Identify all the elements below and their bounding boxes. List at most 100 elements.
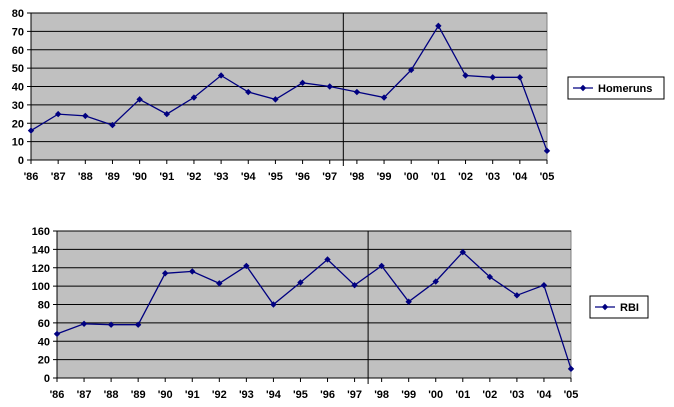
data-point-homeruns xyxy=(109,121,116,129)
legend-box xyxy=(567,76,665,100)
data-point-rbi xyxy=(297,279,304,286)
x-tick-label: '99 xyxy=(401,389,416,401)
y-tick-label: 80 xyxy=(38,300,50,312)
data-point-homeruns xyxy=(27,127,35,134)
x-tick-label: '86 xyxy=(24,171,39,183)
data-point-rbi xyxy=(216,280,223,287)
x-tick-label: '01 xyxy=(431,171,446,183)
data-point-homeruns xyxy=(136,96,143,103)
y-tick-label: 40 xyxy=(38,336,50,348)
x-tick-label: '89 xyxy=(131,389,146,401)
legend-marker xyxy=(579,84,587,92)
data-point-rbi xyxy=(378,262,385,270)
legend-label: Homeruns xyxy=(598,83,652,95)
x-tick-label: '90 xyxy=(158,389,173,401)
y-tick-label: 20 xyxy=(12,118,24,130)
data-point-rbi xyxy=(53,330,61,338)
y-tick-label: 0 xyxy=(18,155,24,167)
y-tick-label: 70 xyxy=(12,26,24,38)
data-point-rbi xyxy=(107,321,115,328)
x-tick-label: '89 xyxy=(105,171,120,183)
y-tick-label: 120 xyxy=(32,263,50,275)
data-point-rbi xyxy=(459,248,466,256)
x-tick-label: '97 xyxy=(322,171,337,183)
x-tick-label: '92 xyxy=(187,171,202,183)
legend-label: RBI xyxy=(620,302,639,314)
x-tick-label: '01 xyxy=(455,389,470,401)
legend-box xyxy=(589,295,649,319)
data-point-rbi xyxy=(486,273,494,281)
x-tick-label: '94 xyxy=(241,171,257,183)
x-tick-label: '93 xyxy=(214,171,229,183)
data-point-homeruns xyxy=(245,88,252,96)
x-tick-label: '87 xyxy=(51,171,66,183)
data-point-rbi xyxy=(351,282,358,289)
data-point-homeruns xyxy=(299,79,306,87)
x-tick-label: '04 xyxy=(537,389,553,401)
legend-marker xyxy=(601,303,609,311)
x-tick-label: '92 xyxy=(212,389,227,401)
data-point-rbi xyxy=(324,256,331,263)
x-tick-label: '95 xyxy=(293,389,308,401)
y-tick-label: 60 xyxy=(38,318,50,330)
y-tick-label: 0 xyxy=(44,373,50,385)
series-line-rbi xyxy=(56,251,572,370)
y-tick-label: 40 xyxy=(12,82,24,94)
x-tick-label: '96 xyxy=(320,389,335,401)
x-tick-label: '95 xyxy=(268,171,283,183)
data-point-rbi xyxy=(134,321,142,328)
x-tick-label: '03 xyxy=(509,389,524,401)
data-point-homeruns xyxy=(326,83,333,90)
series-line-homeruns xyxy=(30,24,548,152)
x-tick-label: '88 xyxy=(78,171,93,183)
x-tick-label: '98 xyxy=(349,171,364,183)
data-point-homeruns xyxy=(543,147,551,155)
data-point-homeruns xyxy=(516,74,524,81)
data-point-homeruns xyxy=(217,72,225,79)
data-point-rbi xyxy=(567,365,575,373)
data-point-rbi xyxy=(540,282,548,289)
data-point-homeruns xyxy=(353,88,361,96)
data-point-homeruns xyxy=(408,66,415,74)
x-tick-label: '04 xyxy=(512,171,528,183)
y-tick-label: 140 xyxy=(32,244,50,256)
data-point-rbi xyxy=(513,292,521,299)
x-tick-label: '05 xyxy=(540,171,555,183)
data-point-rbi xyxy=(162,270,169,277)
data-point-homeruns xyxy=(82,112,89,120)
y-tick-label: 60 xyxy=(12,45,24,57)
x-tick-label: '87 xyxy=(77,389,92,401)
x-tick-label: '91 xyxy=(159,171,174,183)
data-point-homeruns xyxy=(163,110,170,118)
y-tick-label: 20 xyxy=(38,355,50,367)
x-tick-label: '98 xyxy=(374,389,389,401)
x-tick-label: '99 xyxy=(377,171,392,183)
data-point-homeruns xyxy=(462,72,469,79)
y-tick-label: 30 xyxy=(12,100,24,112)
data-point-homeruns xyxy=(54,110,62,118)
y-tick-label: 10 xyxy=(12,137,24,149)
data-point-rbi xyxy=(405,298,412,305)
x-tick-label: '00 xyxy=(404,171,419,183)
x-tick-label: '02 xyxy=(458,171,473,183)
y-tick-label: 80 xyxy=(12,8,24,20)
x-tick-label: '03 xyxy=(485,171,500,183)
x-tick-label: '02 xyxy=(482,389,497,401)
data-point-homeruns xyxy=(380,94,388,101)
rbi-chart: 0 20 40 60 80 100 120 140 160 '86 '87 '88 '89 '90 '91 '… xyxy=(32,226,649,401)
x-tick-label: '93 xyxy=(239,389,254,401)
x-tick-label: '86 xyxy=(50,389,65,401)
y-tick-label: 160 xyxy=(32,226,50,238)
x-tick-label: '91 xyxy=(185,389,200,401)
data-point-homeruns xyxy=(435,22,442,30)
x-tick-label: '90 xyxy=(132,171,147,183)
x-tick-label: '97 xyxy=(347,389,362,401)
y-tick-label: 50 xyxy=(12,63,24,75)
data-point-homeruns xyxy=(190,94,198,101)
data-point-homeruns xyxy=(489,74,496,81)
data-point-rbi xyxy=(432,278,439,285)
data-point-rbi xyxy=(243,262,250,270)
y-tick-label: 100 xyxy=(32,281,50,293)
data-point-rbi xyxy=(270,301,277,308)
